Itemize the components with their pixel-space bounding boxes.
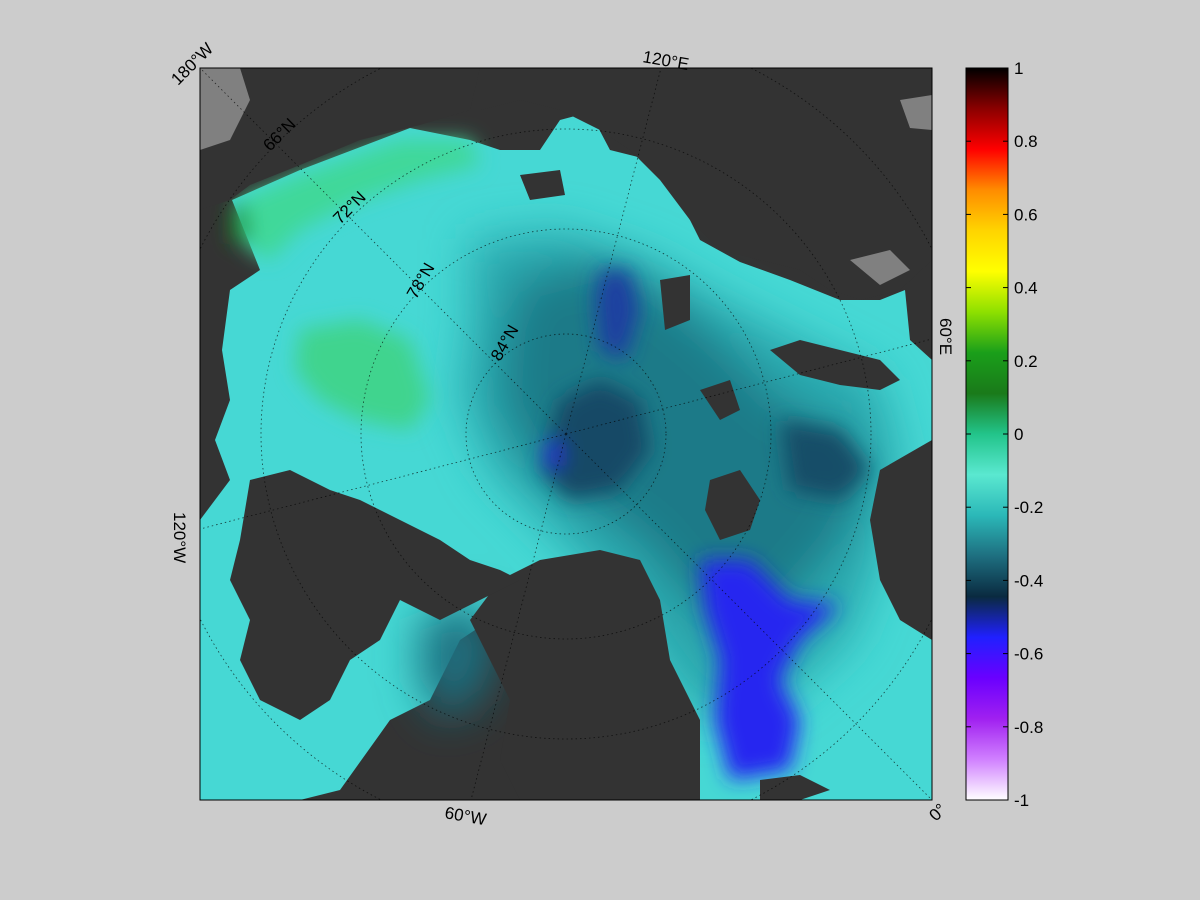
meridian-60e xyxy=(565,338,932,435)
colorbar-tick-label: 0.8 xyxy=(1014,132,1038,151)
colorbar-tick-label: -0.2 xyxy=(1014,498,1043,517)
map-panel: 66°N 72°N 78°N 84°N xyxy=(200,68,932,800)
ocean-low-values xyxy=(700,560,840,780)
ocean-band-dark xyxy=(500,260,870,640)
colorbar-gradient xyxy=(966,68,1008,800)
colorbar-tick-label: -0.8 xyxy=(1014,718,1043,737)
siberia-coast xyxy=(480,68,932,300)
meridian-60w xyxy=(470,433,567,800)
colorbar-tick-label: 0 xyxy=(1014,425,1023,444)
latitude-circle-72n xyxy=(260,128,872,740)
greenland xyxy=(470,550,700,800)
colorbar-tick-label: -0.4 xyxy=(1014,571,1043,590)
colorbar-tick-label: -0.6 xyxy=(1014,645,1043,664)
alaska xyxy=(200,68,480,210)
ocean-deep-east xyxy=(780,420,870,500)
graticule xyxy=(200,68,932,800)
colorbar: 1 0.8 0.6 0.4 0.2 0 -0.2 -0.4 -0.6 -0.8 -1 xyxy=(965,59,1043,810)
lon-label-60e: 60°E xyxy=(936,318,955,355)
franz-josef-land xyxy=(700,380,740,420)
ice-shelf-northeast xyxy=(900,95,932,130)
latitude-circle-84n xyxy=(465,333,667,535)
meridian-120e xyxy=(565,68,662,435)
ocean-deep-north xyxy=(595,270,640,360)
ice-shelf-east xyxy=(850,250,910,285)
ocean-spot-center xyxy=(545,440,562,470)
colorbar-tick-label: 0.2 xyxy=(1014,352,1038,371)
colorbar-tick-label: 0.4 xyxy=(1014,279,1038,298)
meridian-180 xyxy=(200,68,567,435)
land-masses xyxy=(200,68,932,800)
colorbar-tick-label: 0.6 xyxy=(1014,205,1038,224)
latitude-circle-78n xyxy=(360,228,772,640)
new-siberian-islands xyxy=(520,170,565,200)
lon-label-60w: 60°W xyxy=(443,803,487,829)
ice-shelf-northwest xyxy=(200,68,250,150)
ocean-dark-green xyxy=(232,205,250,245)
ocean-deep-center xyxy=(540,380,650,500)
iceland xyxy=(760,775,830,800)
scandinavia xyxy=(870,440,932,640)
colorbar-tick-label: -1 xyxy=(1014,791,1029,810)
map-frame xyxy=(199,67,933,801)
severnaya-zemlya xyxy=(660,275,690,330)
lon-label-0: 0° xyxy=(925,800,950,825)
lon-label-120w: 120°W xyxy=(170,512,189,563)
ocean-green-patch xyxy=(295,320,430,430)
meridian-120w xyxy=(200,433,567,530)
colorbar-ticks: 1 0.8 0.6 0.4 0.2 0 -0.2 -0.4 -0.6 -0.8 -1 xyxy=(966,59,1043,810)
meridian-0 xyxy=(565,433,932,800)
colorbar-tick-label: 1 xyxy=(1014,59,1023,78)
ice-shelves xyxy=(200,68,932,285)
ocean-green-northwest xyxy=(240,140,480,260)
novaya-zemlya xyxy=(770,340,900,390)
svalbard xyxy=(705,470,760,540)
canadian-archipelago xyxy=(230,470,520,720)
